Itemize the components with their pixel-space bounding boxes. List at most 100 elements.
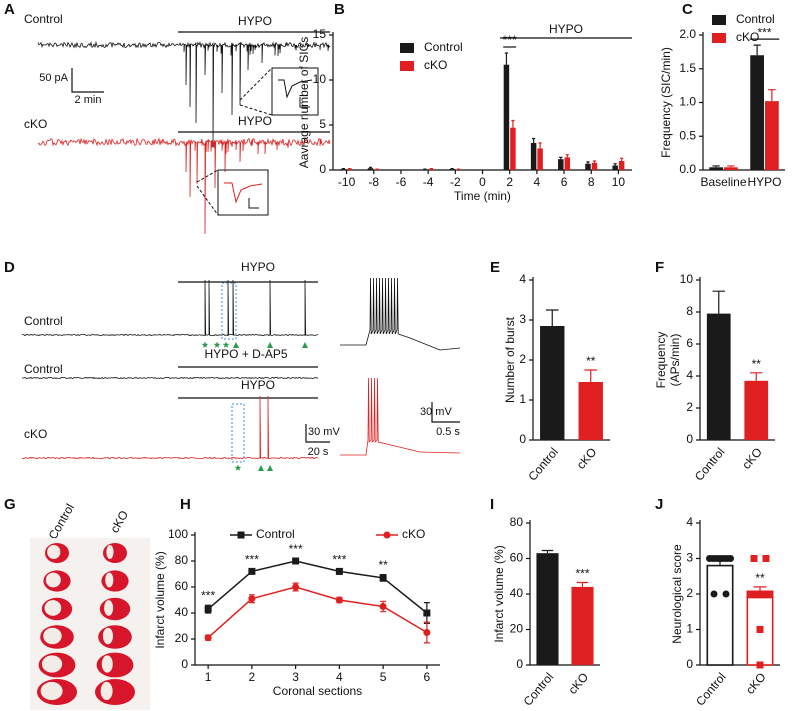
trace <box>37 137 331 235</box>
data-point <box>379 603 387 610</box>
x-axis-label: Coronal sections <box>273 684 362 698</box>
x-axis-label: Time (min) <box>454 189 511 203</box>
inset-trace <box>224 182 263 204</box>
data-point <box>423 629 431 636</box>
highlight-box <box>231 403 245 463</box>
bar <box>571 586 594 665</box>
y-tick-label: 4 <box>686 368 693 382</box>
legend-label: cKO <box>424 58 447 72</box>
inset-scale <box>299 97 310 108</box>
infarct-area <box>43 627 62 645</box>
x-tick-label: -10 <box>338 175 356 189</box>
x-tick-label: -2 <box>450 175 461 189</box>
panel-letter: C <box>682 1 693 18</box>
infarct-area <box>41 655 63 673</box>
trace-label: Control <box>24 314 63 328</box>
y-tick-label: 0 <box>519 432 526 446</box>
y-tick-label: 8 <box>686 304 693 318</box>
y-tick-label: 10 <box>313 72 327 86</box>
error-bar <box>592 160 597 163</box>
panel-letter: E <box>490 259 500 276</box>
event-triangle <box>233 342 239 348</box>
error-bar <box>584 369 598 382</box>
y-tick-label: 40 <box>175 605 189 619</box>
bar <box>618 161 625 170</box>
y-tick-label: 10 <box>680 272 694 286</box>
x-tick-label: -4 <box>423 175 434 189</box>
bar <box>449 169 455 170</box>
y-tick-label: 6 <box>686 336 693 350</box>
infarct-area <box>40 681 63 701</box>
y-tick-label: 0 <box>181 657 188 671</box>
y-tick-label: 1.5 <box>679 61 696 75</box>
y-tick-label: 20 <box>175 631 189 645</box>
bar <box>706 313 731 440</box>
x-tick-label: 2 <box>249 670 256 684</box>
x-tick-label: cKO <box>565 670 591 697</box>
significance-label: ** <box>378 558 388 572</box>
legend-label: cKO <box>402 527 425 541</box>
data-point <box>292 583 300 591</box>
data-point <box>727 555 734 562</box>
data-point <box>335 567 343 575</box>
infarct-area <box>106 545 114 559</box>
line <box>207 560 428 614</box>
infarct-area <box>104 600 114 616</box>
bar <box>503 64 510 170</box>
y-tick-label: 5 <box>319 117 326 131</box>
x-tick-label: HYPO <box>747 175 781 189</box>
x-tick-label: 4 <box>534 175 541 189</box>
y-tick-label: 0.0 <box>679 162 696 176</box>
data-point <box>756 626 764 633</box>
trace-label: Control <box>24 362 63 376</box>
error-bar <box>565 154 569 158</box>
scale-bar <box>305 424 330 443</box>
trace-label: Control <box>24 12 63 26</box>
infarct-area <box>105 572 114 588</box>
error-bar <box>712 290 725 314</box>
bar <box>536 553 559 665</box>
data-point <box>248 567 256 575</box>
event-star <box>234 464 242 471</box>
significance-label: *** <box>503 33 517 47</box>
significance-label: *** <box>757 25 771 39</box>
error-bar <box>531 137 536 143</box>
error-bar <box>712 165 720 168</box>
panel-letter: J <box>655 496 663 513</box>
legend-label: cKO <box>736 30 759 44</box>
x-tick-label: 1 <box>205 670 212 684</box>
group-label: Control <box>46 501 77 542</box>
line <box>207 586 428 639</box>
region-label: HYPO <box>549 22 583 36</box>
bar <box>340 169 347 170</box>
y-tick-label: 0 <box>686 657 693 671</box>
y-axis-label: Frequency <box>654 332 668 389</box>
x-tick-label: 2 <box>506 175 513 189</box>
bar <box>724 167 738 170</box>
error-bar <box>504 52 509 65</box>
scale-label: 20 s <box>308 446 329 458</box>
bar <box>510 127 516 170</box>
error-bar <box>613 163 617 166</box>
x-tick-label: 5 <box>380 670 387 684</box>
infarct-area <box>45 572 61 588</box>
legend-swatch <box>400 43 414 53</box>
x-tick-label: cKO <box>743 670 769 697</box>
x-tick-label: Baseline <box>700 175 746 189</box>
bar <box>744 380 769 440</box>
scale-bar <box>71 68 104 93</box>
burst-trace <box>340 377 461 456</box>
trace <box>21 395 319 460</box>
bar <box>765 101 779 170</box>
bar <box>709 167 723 170</box>
x-tick-label: Control <box>693 670 729 709</box>
data-point <box>379 574 387 582</box>
error-bar <box>538 142 542 149</box>
panel-letter: A <box>4 1 15 18</box>
scale-label: 2 min <box>75 94 102 106</box>
y-tick-label: 1.0 <box>679 95 696 109</box>
event-triangle <box>302 342 308 348</box>
y-tick-label: 1 <box>519 392 526 406</box>
x-tick-label: 10 <box>612 175 626 189</box>
bar <box>540 326 565 440</box>
